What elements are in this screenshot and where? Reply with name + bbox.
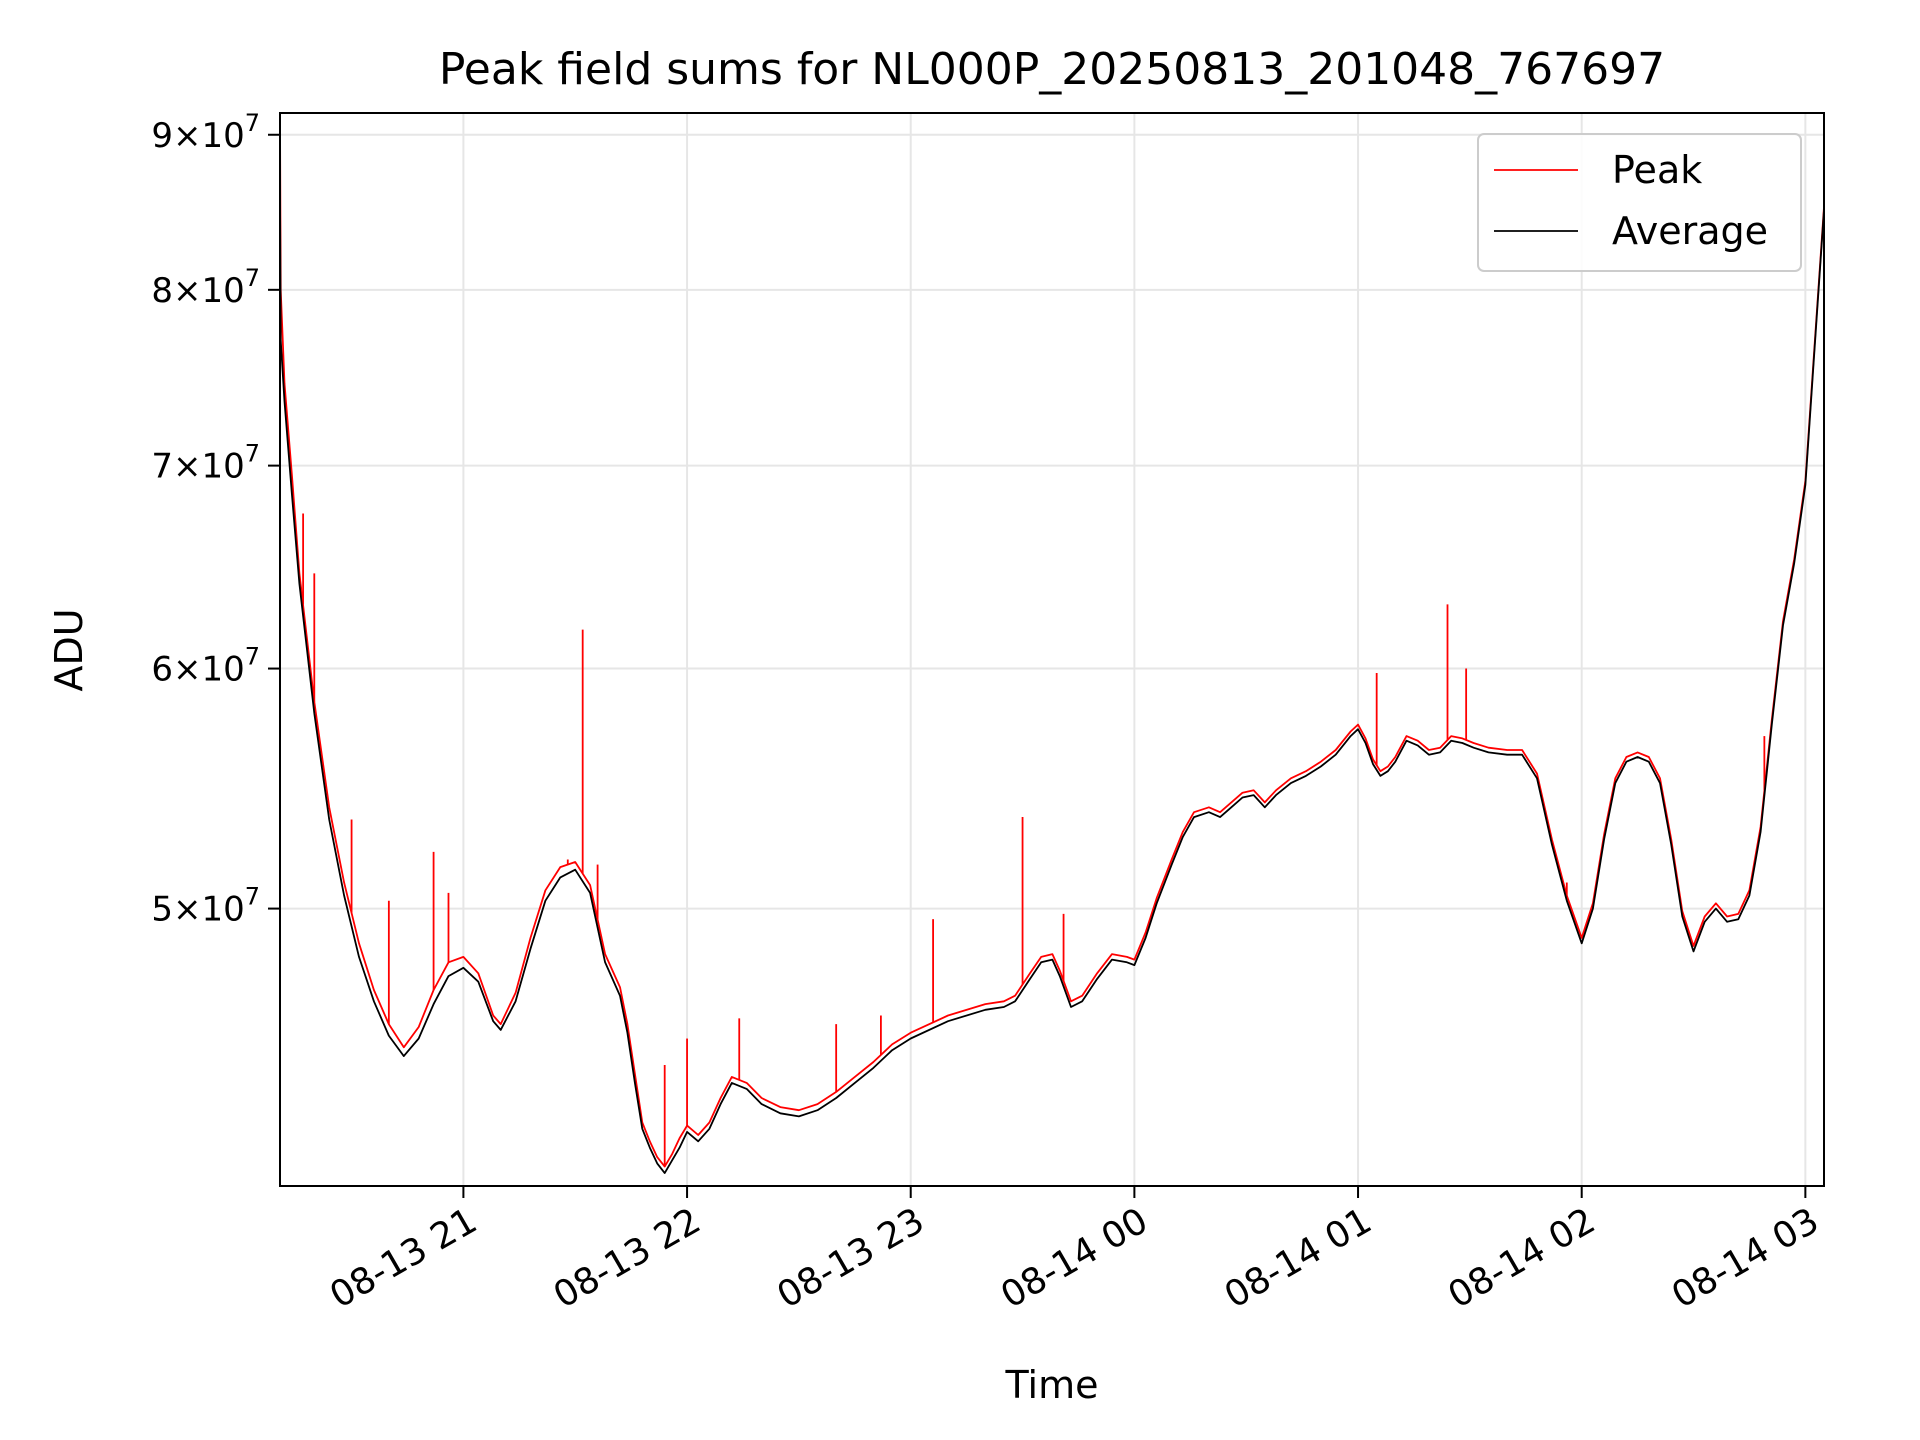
legend: Peak Average [1477,133,1802,272]
y-axis: 5×107 6×107 7×107 8×107 9×107 [151,109,280,930]
legend-box [1477,133,1802,272]
plot-lines [280,120,1824,1174]
y-tick-label: 6×107 [151,643,260,690]
legend-label-average: Average [1612,209,1768,253]
y-tick-label: 5×107 [151,883,260,930]
grid [280,113,1824,1186]
plot-frame [279,112,1825,1187]
y-tick-label: 8×107 [151,264,260,311]
legend-label-peak: Peak [1612,148,1702,192]
y-tick-label: 7×107 [151,440,260,487]
y-tick-label: 9×107 [151,109,260,156]
chart-title: Peak field sums for NL000P_20250813_2010… [439,44,1665,95]
y-axis-label: ADU [47,608,91,691]
series-line-average [280,194,1824,1174]
x-axis-label: Time [1005,1363,1099,1407]
